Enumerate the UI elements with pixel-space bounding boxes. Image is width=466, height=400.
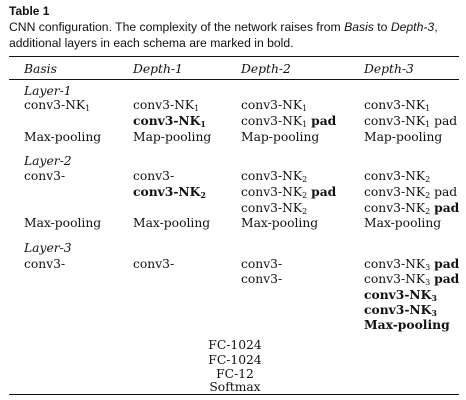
l1-basis-conv: conv3-NK1	[24, 98, 91, 113]
l2-d2-conv-1: conv3-NK2	[241, 169, 308, 184]
l3-d1-conv: conv3-	[133, 257, 175, 271]
caption-text-1: CNN configuration. The complexity of the…	[9, 20, 345, 34]
l2-d1-conv-2: conv3-NK2	[133, 184, 206, 200]
fc-layer-1: FC-1024	[208, 338, 262, 352]
layer-1-label: Layer-1	[24, 84, 72, 98]
l2-d2-conv-3: conv3-NK2	[241, 201, 308, 216]
caption-text-2: to	[373, 20, 391, 34]
l1-d2-pool: Map-pooling	[241, 130, 320, 144]
l3-d3-conv-3: conv3-NK3	[364, 287, 437, 303]
l1-d1-conv-2: conv3-NK1	[133, 113, 206, 129]
l3-basis-conv: conv3-	[24, 257, 66, 271]
l3-d2-conv-1: conv3-	[241, 257, 283, 271]
l2-d1-pool: Max-pooling	[133, 216, 211, 230]
l1-d3-conv-2: conv3-NK1 pad	[364, 114, 458, 129]
l1-d3-pool: Map-pooling	[364, 130, 443, 144]
l1-d1-pool: Map-pooling	[133, 130, 212, 144]
header-depth-3: Depth-3	[364, 62, 414, 76]
layer-2-label: Layer-2	[24, 154, 72, 168]
caption-depth3: Depth-3	[390, 20, 435, 34]
l2-d2-pool: Max-pooling	[241, 216, 319, 230]
l3-d3-conv-1: conv3-NK3 pad	[364, 256, 460, 272]
l2-d3-conv-3: conv3-NK2 pad	[364, 200, 460, 216]
l2-d3-conv-1: conv3-NK2	[364, 169, 431, 184]
l1-d2-conv-1: conv3-NK1	[241, 98, 308, 113]
caption-basis: Basis	[344, 20, 374, 34]
l2-basis-pool: Max-pooling	[24, 216, 102, 230]
header-basis: Basis	[24, 62, 57, 76]
table-label: Table 1	[9, 4, 50, 18]
fc-layer-3: FC-12	[216, 367, 254, 381]
l1-basis-pool: Max-pooling	[24, 130, 102, 144]
l1-d3-conv-1: conv3-NK1	[364, 98, 431, 113]
header-depth-2: Depth-2	[241, 62, 291, 76]
softmax-layer: Softmax	[209, 380, 261, 394]
l2-d2-conv-2: conv3-NK2 pad	[241, 184, 337, 200]
l2-d3-pool: Max-pooling	[364, 216, 442, 230]
l3-d2-conv-2: conv3-	[241, 272, 283, 286]
l3-d3-conv-2: conv3-NK3 pad	[364, 271, 460, 287]
header-rule	[9, 79, 459, 80]
l3-d3-pool: Max-pooling	[364, 317, 450, 332]
layer-3-label: Layer-3	[24, 241, 72, 255]
fc-layer-2: FC-1024	[208, 353, 262, 367]
header-depth-1: Depth-1	[133, 62, 183, 76]
l1-d1-conv-1: conv3-NK1	[133, 98, 200, 113]
bottom-rule	[9, 394, 459, 395]
l1-d2-conv-2: conv3-NK1 pad	[241, 113, 337, 129]
table-caption: CNN configuration. The complexity of the…	[9, 19, 461, 51]
top-rule	[9, 56, 459, 57]
l2-d1-conv-1: conv3-	[133, 169, 175, 183]
caption-text-3: , additional layers in each schema are m…	[9, 20, 438, 50]
l2-d3-conv-2: conv3-NK2 pad	[364, 185, 458, 200]
l3-d3-conv-4: conv3-NK3	[364, 302, 437, 318]
l2-basis-conv: conv3-	[24, 169, 66, 183]
